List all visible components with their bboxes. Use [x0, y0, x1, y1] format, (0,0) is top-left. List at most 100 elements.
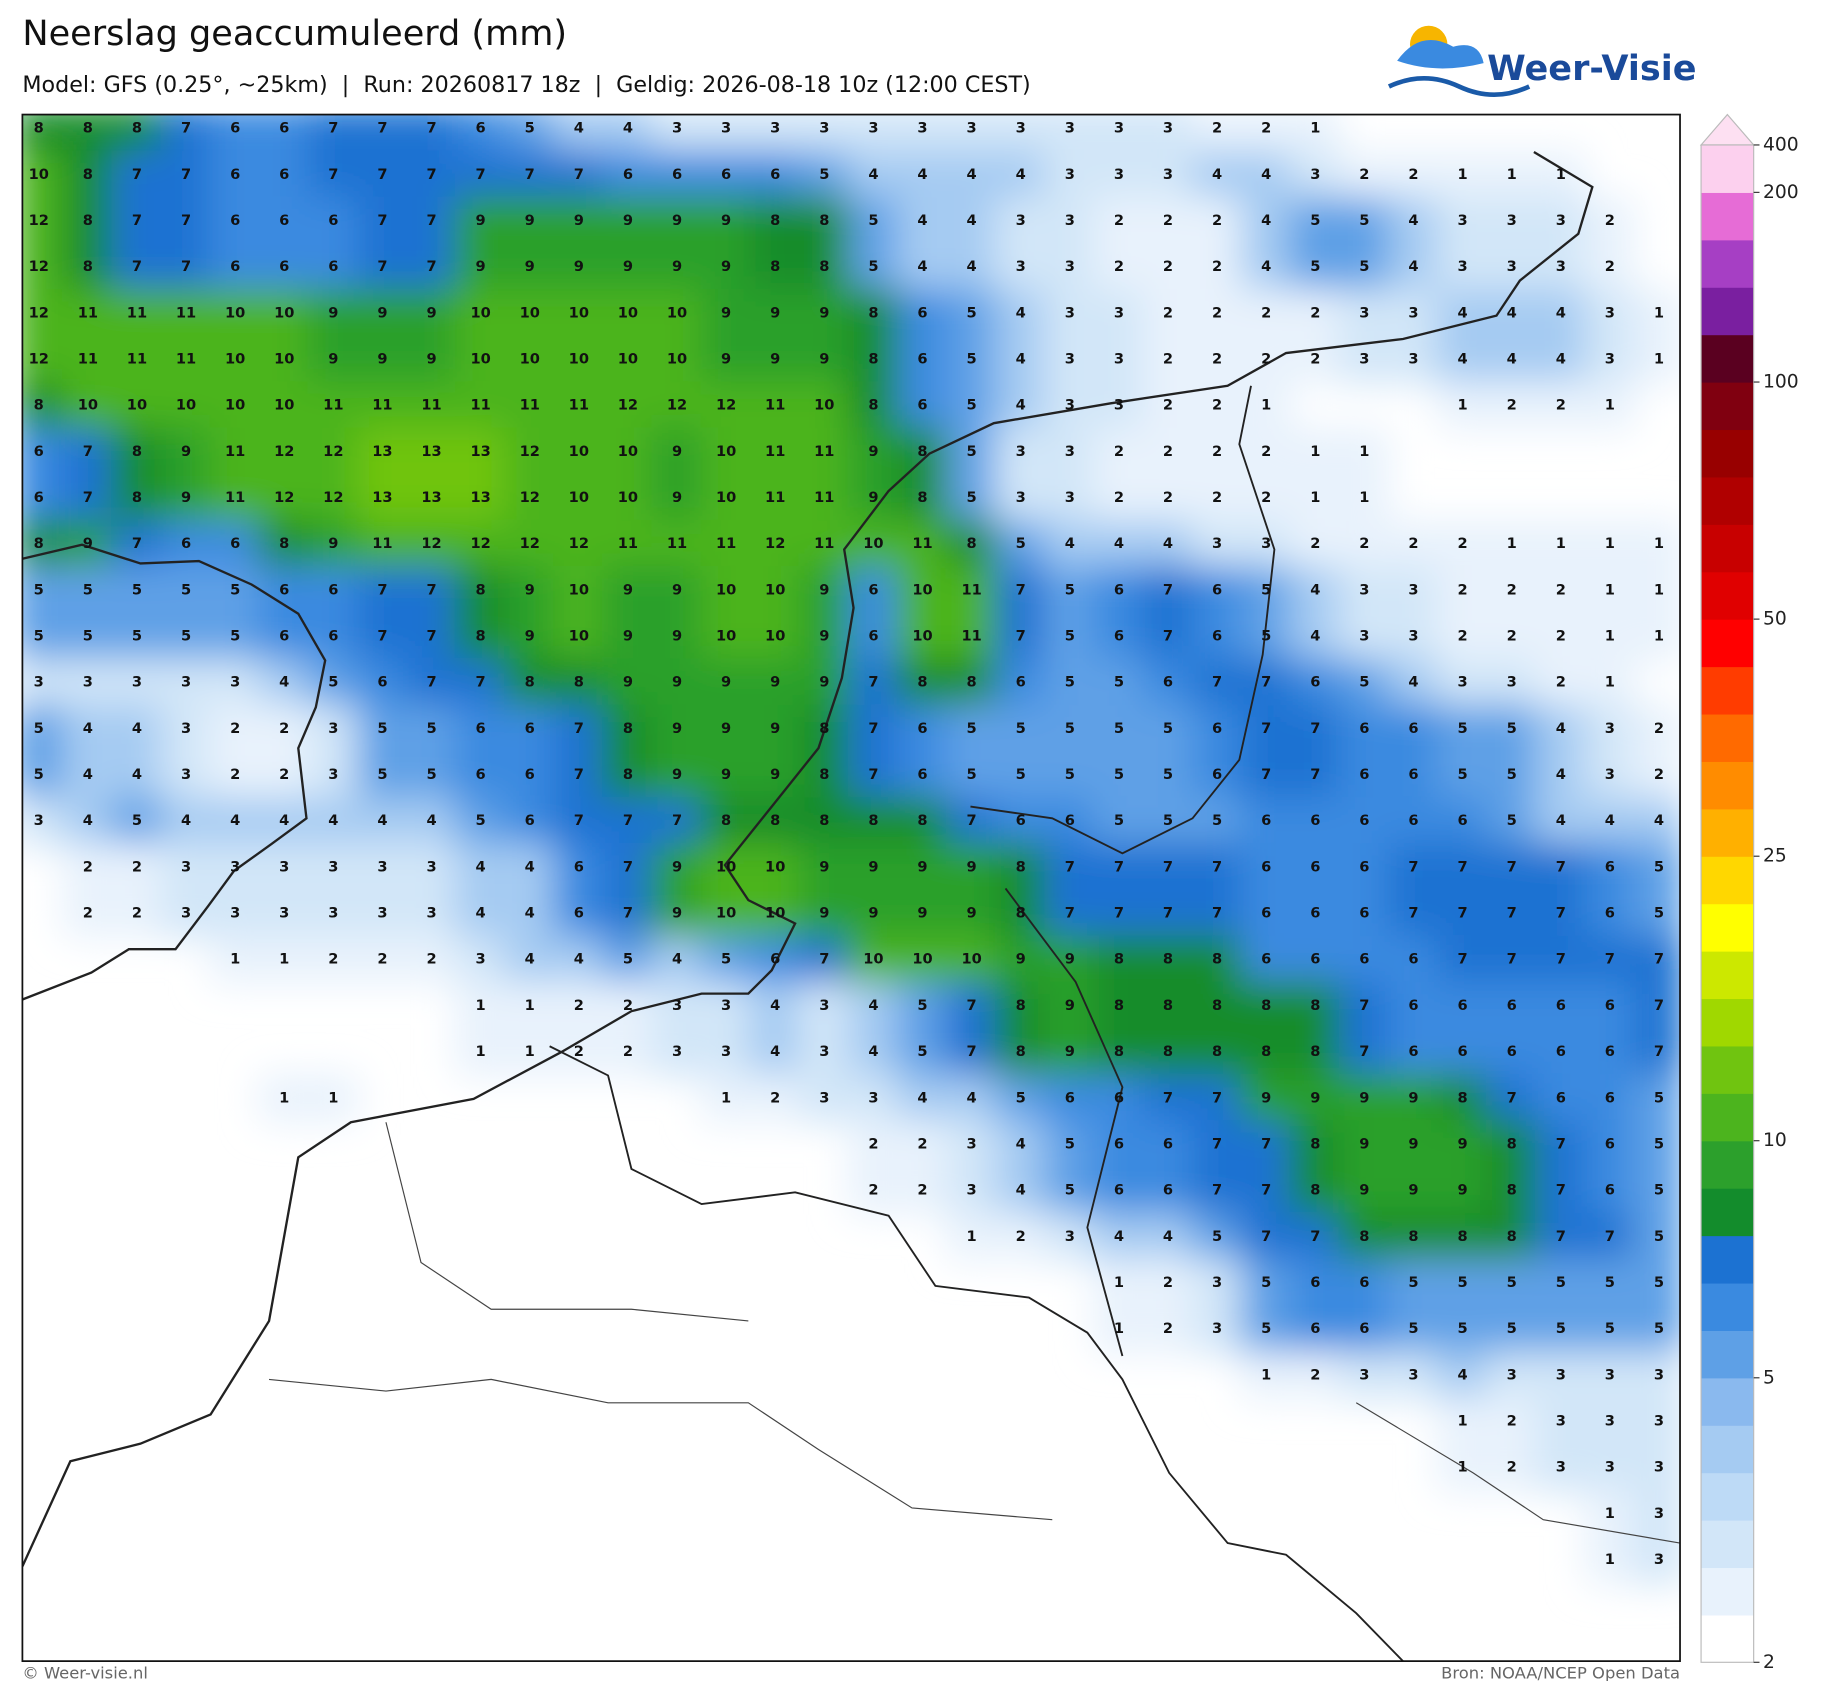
precip-cell: [1633, 1443, 1681, 1492]
precip-cell: [1633, 1304, 1681, 1354]
value-label: 3: [1065, 258, 1075, 275]
subtitle: Model: GFS (0.25°, ~25km) | Run: 2026081…: [22, 72, 1030, 98]
value-label: 5: [1556, 1274, 1566, 1291]
value-label: 7: [426, 674, 436, 691]
value-label: 9: [1065, 997, 1075, 1014]
value-label: 4: [525, 905, 535, 922]
value-label: 5: [1310, 212, 1320, 229]
precip-cell: [1338, 612, 1391, 661]
logo-wave: [1387, 76, 1531, 97]
value-label: 6: [1163, 674, 1173, 691]
precip-cell: [62, 242, 114, 292]
precip-cell: [62, 658, 114, 707]
precip-cell: [1191, 519, 1243, 569]
value-label: 3: [1458, 258, 1468, 275]
precip-cell: [22, 381, 65, 430]
value-label: 6: [1261, 858, 1271, 875]
value-label: 13: [421, 489, 441, 506]
value-label: 7: [132, 166, 142, 183]
value-label: 2: [230, 720, 240, 737]
value-label: 5: [1458, 766, 1468, 783]
value-label: 5: [132, 628, 142, 645]
precip-cell: [209, 196, 261, 246]
value-label: 5: [721, 951, 731, 968]
value-label: 7: [1212, 1182, 1222, 1199]
value-label: 1: [1605, 397, 1615, 414]
precip-cell: [1240, 427, 1292, 477]
value-label: 6: [917, 766, 927, 783]
precip-cell: [847, 1074, 900, 1123]
value-label: 3: [721, 1043, 731, 1060]
value-label: 3: [328, 858, 338, 875]
value-label: 4: [1458, 304, 1468, 321]
precip-cell: [553, 935, 605, 984]
value-label: 7: [1310, 766, 1320, 783]
precip-cell: [504, 242, 556, 292]
value-label: 10: [569, 489, 589, 506]
precip-cell: [1633, 981, 1681, 1031]
precip-cell: [160, 704, 212, 754]
value-label: 3: [721, 997, 731, 1014]
precip-cell: [994, 473, 1047, 523]
precip-cell: [1338, 1212, 1391, 1262]
value-label: 10: [618, 489, 638, 506]
precip-cell: [1044, 1120, 1096, 1169]
precip-cell: [405, 612, 458, 661]
value-label: 11: [569, 397, 589, 414]
precip-cell: [1191, 289, 1243, 338]
precip-cell: [160, 335, 212, 384]
value-label: 5: [623, 951, 633, 968]
value-label: 1: [525, 997, 535, 1014]
precip-cell: [1535, 1027, 1587, 1077]
precip-cell: [1240, 114, 1292, 153]
value-label: 9: [1408, 1182, 1418, 1199]
value-label: 6: [230, 535, 240, 552]
precip-cell: [847, 242, 900, 292]
precip-cell: [504, 935, 556, 984]
precip-cell: [1191, 242, 1243, 292]
value-label: 10: [814, 397, 834, 414]
value-label: 4: [917, 1089, 927, 1106]
value-label: 3: [1507, 258, 1517, 275]
precip-cell: [945, 981, 998, 1031]
value-label: 8: [770, 812, 780, 829]
value-label: 4: [1556, 720, 1566, 737]
colorbar-segment: [1701, 808, 1754, 857]
value-label: 9: [623, 581, 633, 598]
precip-cell: [896, 704, 949, 754]
precip-cell: [700, 114, 752, 153]
precip-cell: [553, 750, 605, 800]
precip-cell: [798, 796, 851, 846]
value-label: 9: [574, 258, 584, 275]
value-label: 6: [279, 628, 289, 645]
precip-cell: [356, 335, 409, 384]
value-label: 7: [132, 212, 142, 229]
value-label: 6: [1114, 628, 1124, 645]
value-label: 4: [1310, 581, 1320, 598]
precip-cell: [1289, 612, 1342, 661]
precip-cell: [1142, 289, 1194, 338]
precip-cell: [553, 658, 605, 707]
precip-cell: [1142, 566, 1194, 615]
value-label: 3: [1507, 212, 1517, 229]
precip-cell: [1191, 196, 1243, 246]
precip-cell: [356, 843, 409, 892]
precip-cell: [504, 704, 556, 754]
precip-cell: [1436, 1443, 1489, 1492]
precip-cell: [1044, 1212, 1096, 1262]
precip-cell: [307, 796, 360, 846]
value-label: 3: [1065, 166, 1075, 183]
precip-cell: [798, 427, 851, 477]
precip-cell: [1584, 1397, 1636, 1446]
precip-cell: [798, 1027, 851, 1077]
precip-cell: [749, 289, 801, 338]
value-label: 2: [1507, 581, 1517, 598]
value-label: 3: [1408, 581, 1418, 598]
precip-cell: [1044, 381, 1096, 430]
value-label: 11: [225, 443, 245, 460]
value-label: 2: [1310, 1366, 1320, 1383]
value-label: 4: [1408, 212, 1418, 229]
value-label: 2: [377, 951, 387, 968]
precip-cell: [896, 381, 949, 430]
value-label: 9: [574, 212, 584, 229]
